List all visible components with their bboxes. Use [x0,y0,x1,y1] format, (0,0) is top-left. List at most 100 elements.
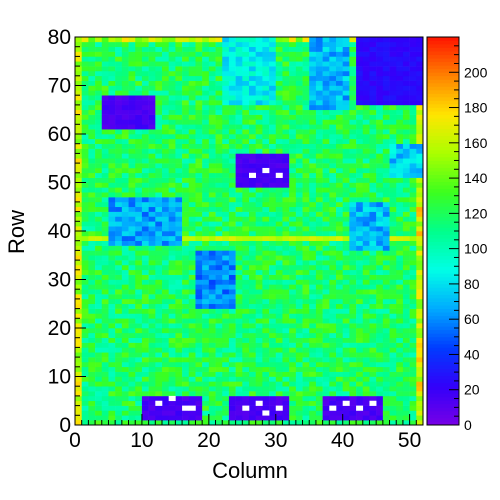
heatmap-cell [262,46,270,52]
heatmap-cell [249,158,256,164]
heatmap-cell [128,371,136,377]
heatmap-cell [101,61,109,67]
heatmap-cell [168,332,176,338]
heatmap-cell [208,260,216,266]
heatmap-cell [168,264,176,271]
heatmap-cell [195,328,203,334]
heatmap-cell [108,279,116,285]
heatmap-cell [416,206,424,212]
heatmap-cell [148,391,156,397]
heatmap-cell [108,269,116,275]
heatmap-cell [215,347,223,353]
heatmap-cell [215,114,223,120]
heatmap-cell [242,318,250,324]
heatmap-cell [108,235,116,241]
heatmap-cell [315,201,323,208]
heatmap-cell [356,245,364,251]
heatmap-cell [249,104,256,111]
heatmap-cell [362,216,370,222]
colorbar-segment [427,89,459,94]
heatmap-cell [376,109,384,115]
heatmap-cell [269,405,277,411]
heatmap-cell [362,294,370,300]
colorbar-segment [427,100,459,105]
heatmap-cell [342,250,350,256]
heatmap-cell [329,153,337,159]
heatmap-cell [208,158,216,164]
heatmap-cell [115,153,123,159]
heatmap-cell [88,158,96,164]
heatmap-cell [369,264,377,271]
heatmap-cell [322,158,330,164]
heatmap-cell [135,415,143,421]
heatmap-cell [162,114,169,120]
heatmap-cell [222,395,230,402]
heatmap-cell [336,70,343,77]
heatmap-cell [135,357,143,363]
heatmap-cell [115,381,123,387]
heatmap-cell [188,274,196,280]
heatmap-cell [128,318,136,324]
heatmap-cell [269,352,277,358]
heatmap-cell [255,289,263,295]
heatmap-cell [262,231,270,237]
heatmap-cell [195,420,203,426]
y-tick-label: 80 [48,26,71,49]
heatmap-cell [75,400,82,406]
heatmap-cell [101,148,109,154]
heatmap-cell [81,289,89,295]
heatmap-cell [402,415,410,421]
heatmap-cell [289,80,297,86]
heatmap-cell [128,381,136,387]
heatmap-cell [208,85,216,91]
heatmap-cell [215,104,223,111]
heatmap-cell [155,148,163,154]
heatmap-cell [188,376,196,382]
heatmap-cell [108,201,116,208]
heatmap-cell [402,400,410,406]
heatmap-cell [115,124,123,130]
heatmap-cell [101,260,109,266]
heatmap-cell [349,298,357,305]
heatmap-cell [322,201,330,208]
heatmap-cell [168,41,176,47]
heatmap-cell [295,284,303,290]
heatmap-cell [95,231,103,237]
heatmap-cell [255,187,263,193]
heatmap-cell [88,415,96,421]
heatmap-cell [382,109,390,115]
heatmap-cell [115,245,123,251]
heatmap-cell [282,153,290,159]
heatmap-cell [208,405,216,411]
heatmap-cell [175,129,183,135]
heatmap-cell [376,226,384,232]
heatmap-cell [376,352,384,358]
heatmap-cell [208,66,216,72]
heatmap-cell [175,274,183,280]
heatmap-cell [148,46,156,52]
heatmap-cell [336,274,343,280]
heatmap-cell [242,187,250,193]
heatmap-cell [215,332,223,338]
heatmap-cell [195,342,203,348]
heatmap-cell [135,129,143,135]
heatmap-cell [202,51,210,57]
heatmap-cell [95,289,103,295]
heatmap-cell [108,284,116,290]
heatmap-cell [115,182,123,188]
heatmap-cell [75,172,82,178]
heatmap-cell [188,114,196,120]
heatmap-cell [202,167,210,174]
heatmap-cell [269,279,277,285]
heatmap-cell [389,381,397,387]
heatmap-cell [295,289,303,295]
heatmap-cell [342,129,350,135]
heatmap-cell [95,376,103,382]
heatmap-cell [349,395,357,402]
heatmap-cell [336,279,343,285]
heatmap-cell [275,56,283,62]
heatmap-cell [81,284,89,290]
heatmap-cell [162,410,169,416]
colorbar-segment [427,315,459,320]
colorbar-segment [427,336,459,341]
